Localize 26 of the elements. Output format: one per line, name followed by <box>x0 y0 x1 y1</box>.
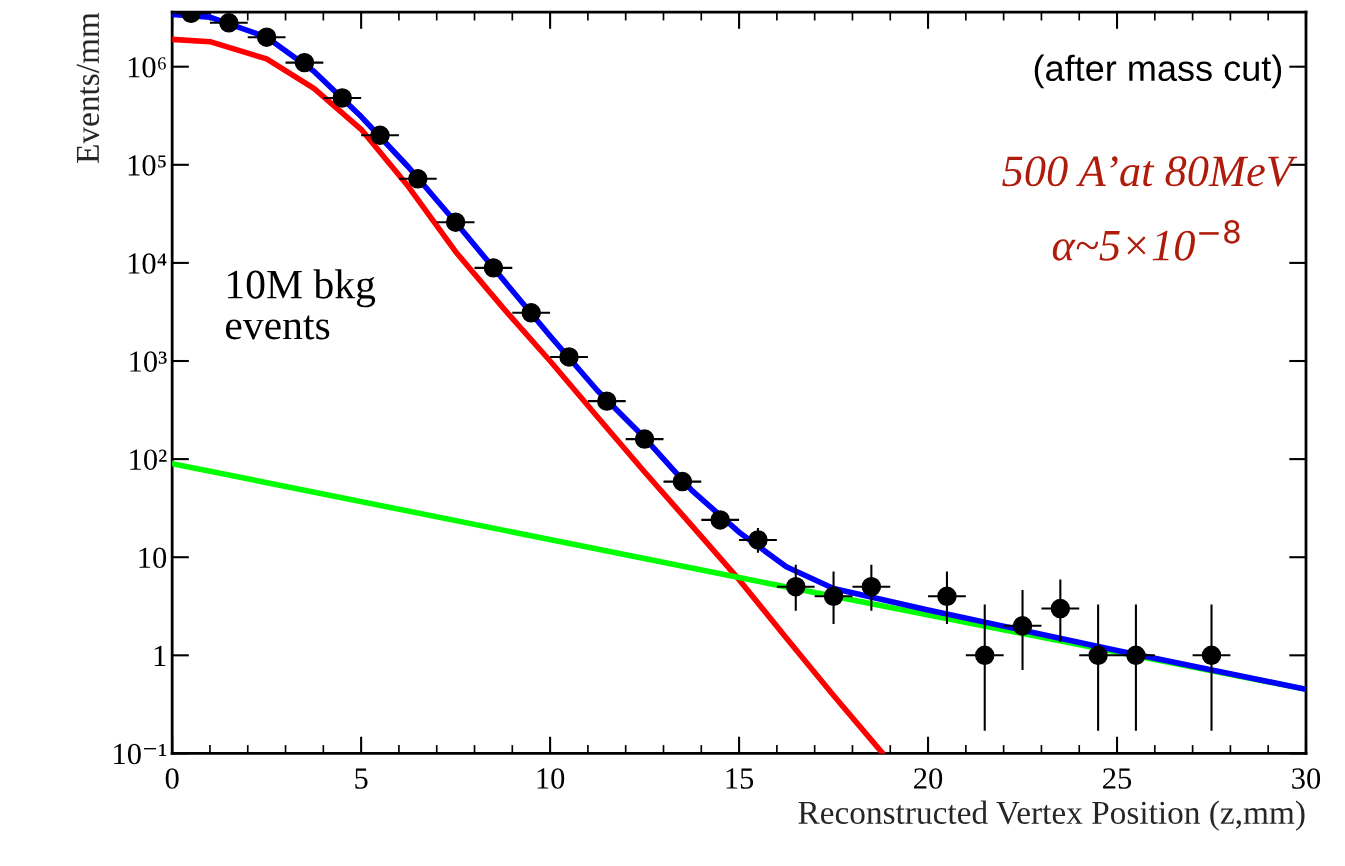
x-tick-label: 5 <box>355 768 368 789</box>
y-axis-title: Events/mm <box>76 12 100 163</box>
y-tick-label: 10² <box>130 449 167 471</box>
y-tick-label: 10⁴ <box>128 253 167 274</box>
y-tick-label: 10⁶ <box>128 56 166 78</box>
x-tick-label: 10 <box>537 768 565 789</box>
y-tick-label: 1 <box>154 645 166 666</box>
y-tick-label: 10⁵ <box>128 155 166 176</box>
point <box>294 52 315 73</box>
y-tick-label: 10³ <box>130 351 167 372</box>
annotation: (after mass cut) <box>1034 54 1282 89</box>
y-tick-label: 10 <box>139 547 167 569</box>
x-tick-label: 15 <box>726 768 754 789</box>
y-tick-label: 10⁻¹ <box>114 743 167 765</box>
point <box>256 27 277 47</box>
annotation: α~5×10$^{−8}$ <box>1052 220 1240 261</box>
x-tick-label: 30 <box>1292 768 1321 789</box>
point <box>483 258 504 278</box>
x-tick-label: 0 <box>165 768 179 789</box>
point <box>672 471 693 492</box>
x-tick-label: 25 <box>1103 768 1132 789</box>
annotation: 10M bkg events <box>225 269 376 340</box>
x-tick-label: 20 <box>914 768 943 789</box>
x-axis-title: Reconstructed Vertex Position (z,mm) <box>798 800 1305 831</box>
point <box>445 212 466 232</box>
annotation: 500 A’at 80MeV <box>1002 156 1298 187</box>
